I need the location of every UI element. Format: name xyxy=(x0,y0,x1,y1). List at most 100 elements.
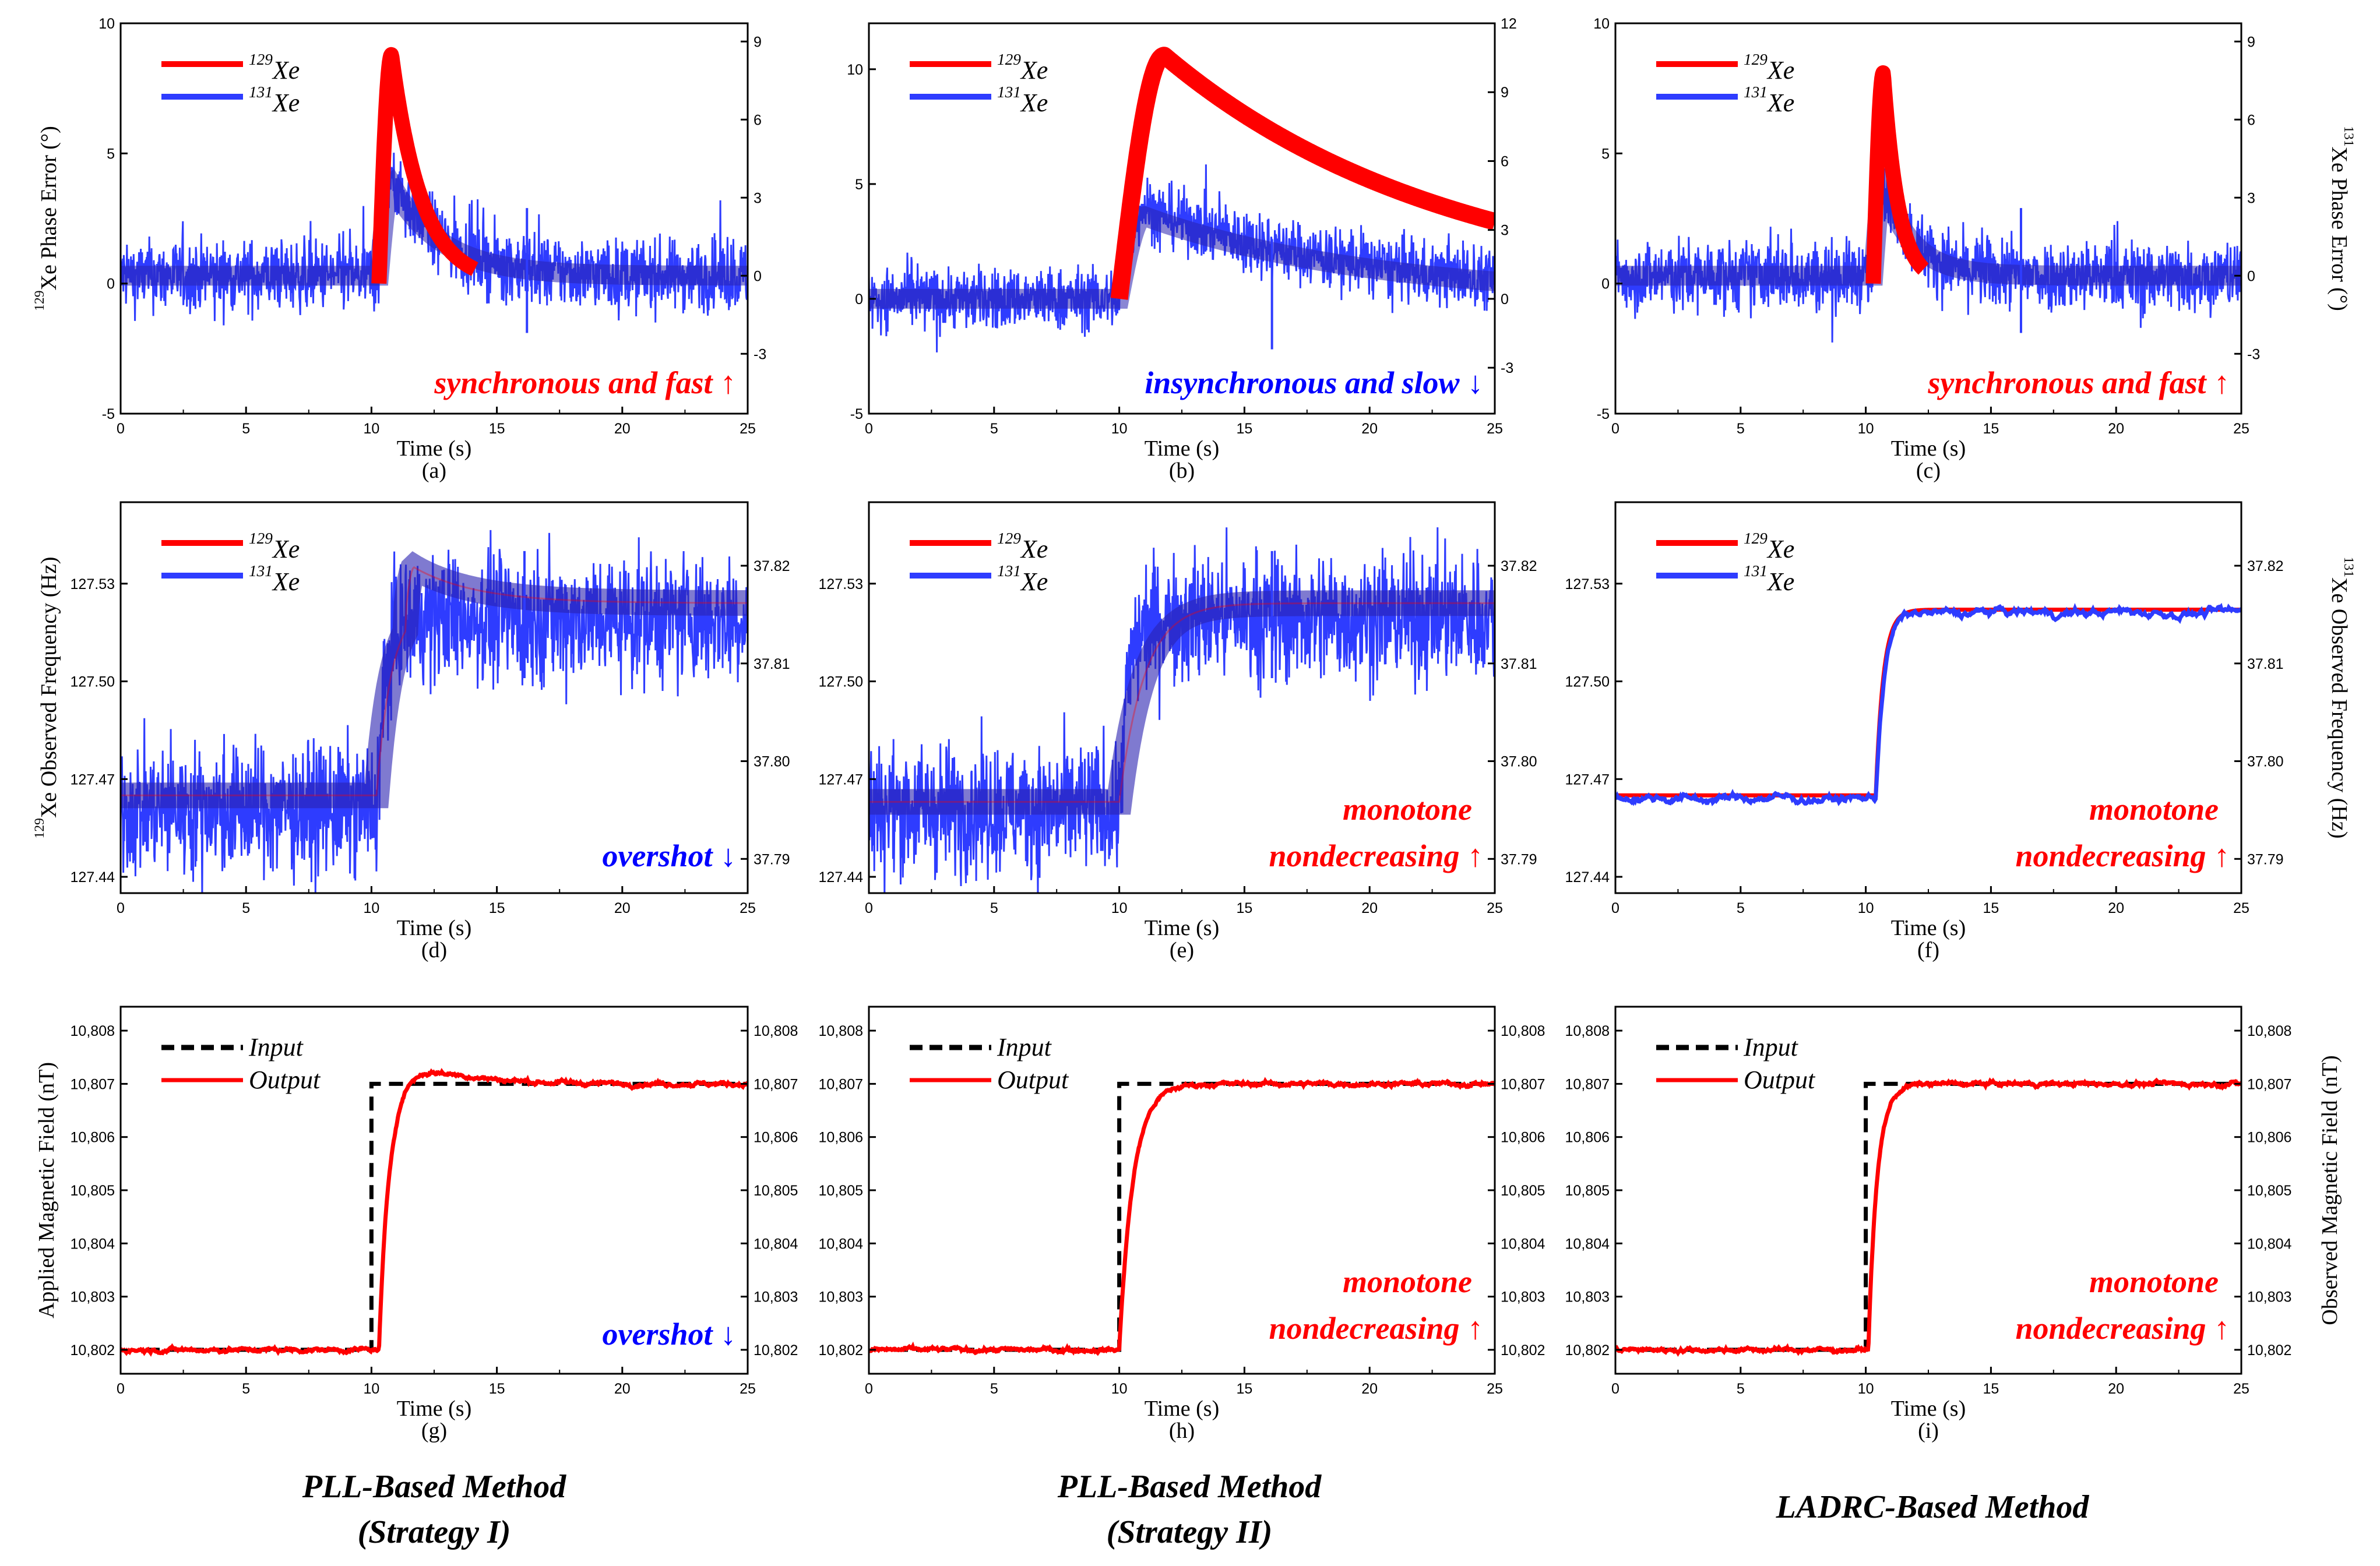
y-right-tick-label-h: 10,802 xyxy=(1501,1342,1545,1359)
chart-f: 0 5 10 15 20 25 127.44 127.47 127.50 127.53 37.79 3… xyxy=(1565,501,2356,962)
x-tick-label-g: 15 xyxy=(489,1381,505,1397)
x-tick-label-h: 0 xyxy=(865,1381,873,1397)
x-tick-label-i: 20 xyxy=(2108,1381,2124,1397)
y-right-tick-label-c: -3 xyxy=(2247,346,2260,362)
legend-label-c-sup: 131 xyxy=(1744,83,1768,101)
x-tick-label-g: 0 xyxy=(117,1381,125,1397)
y-right-tick-label-h: 10,805 xyxy=(1501,1183,1545,1199)
y-tick-label-h: 10,802 xyxy=(819,1342,863,1359)
y-right-tick-label-f: 37.82 xyxy=(2247,558,2284,574)
legend-label-f-sup: 131 xyxy=(1744,562,1768,580)
y-tick-label-d: 127.44 xyxy=(71,869,115,886)
y-axis-label-f-main: Xe Observed Frequency (Hz) xyxy=(2327,577,2351,838)
x-tick-label-e: 25 xyxy=(1487,900,1503,916)
legend-label-f: 131Xe xyxy=(1744,562,1794,596)
y-right-tick-label-i: 10,802 xyxy=(2247,1342,2291,1359)
y-tick-label-i: 10,805 xyxy=(1565,1183,1610,1199)
legend-label-e-main: Xe xyxy=(1020,567,1048,596)
x-tick-label-a: 15 xyxy=(489,421,505,437)
series-131xe-core-e xyxy=(869,590,1495,815)
y-tick-label-c: -5 xyxy=(1597,406,1610,422)
legend-label-c: 129Xe xyxy=(1744,51,1794,84)
y-axis-label-a-main: Xe Phase Error (°) xyxy=(37,126,61,290)
legend-label-c-main: Xe xyxy=(1766,89,1794,117)
y-right-tick-label-d: 37.80 xyxy=(754,754,790,770)
annotation-f: nondecreasing ↑ xyxy=(2015,838,2230,873)
y-tick-label-f: 127.47 xyxy=(1565,771,1610,788)
y-tick-label-f: 127.44 xyxy=(1565,869,1610,886)
series-131xe-core-d xyxy=(121,551,748,809)
series-input-i xyxy=(1640,1081,2241,1352)
series-output-g xyxy=(121,1068,748,1357)
annotation-g: overshot ↓ xyxy=(603,1317,737,1352)
legend-label-d-main: Xe xyxy=(272,535,300,563)
x-tick-label-f: 5 xyxy=(1737,900,1745,916)
y-right-tick-label-h: 10,806 xyxy=(1501,1130,1545,1146)
plot-area-g xyxy=(121,1068,748,1357)
y-tick-label-h: 10,805 xyxy=(819,1183,863,1199)
y-tick-label-i: 10,808 xyxy=(1565,1023,1610,1039)
y-right-tick-label-b: 3 xyxy=(1501,223,1509,239)
x-tick-label-d: 0 xyxy=(117,900,125,916)
legend-label-c: 131Xe xyxy=(1744,83,1794,117)
x-tick-label-b: 0 xyxy=(865,421,873,437)
y-tick-label-e: 127.53 xyxy=(819,576,863,592)
annotation-i: nondecreasing ↑ xyxy=(2015,1311,2230,1346)
y-right-tick-label-h: 10,807 xyxy=(1501,1076,1545,1092)
y-tick-label-h: 10,808 xyxy=(819,1023,863,1039)
y-tick-label-a: 10 xyxy=(98,16,115,32)
plot-area-f xyxy=(1615,602,2241,807)
annotation-c: synchronous and fast ↑ xyxy=(1927,365,2230,400)
y-right-tick-label-f: 37.80 xyxy=(2247,754,2284,770)
y-right-tick-label-a: 0 xyxy=(754,268,762,284)
legend-label-e-main: Xe xyxy=(1020,535,1048,563)
annotation-a: synchronous and fast ↑ xyxy=(434,365,736,400)
annotation-d: overshot ↓ xyxy=(603,838,737,873)
y-right-tick-label-i: 10,804 xyxy=(2247,1236,2292,1252)
y-right-tick-label-g: 10,804 xyxy=(754,1236,798,1252)
legend-label-b-main: Xe xyxy=(1020,56,1048,84)
legend-label-h: Output xyxy=(997,1066,1069,1094)
x-tick-label-f: 20 xyxy=(2108,900,2124,916)
x-tick-label-i: 25 xyxy=(2233,1381,2249,1397)
chart-i: 0 5 10 15 20 25 10,802 10,803 10,804 10,805 10,806… xyxy=(1565,1006,2342,1443)
x-tick-label-e: 0 xyxy=(865,900,873,916)
y-right-tick-label-b: 6 xyxy=(1501,153,1509,170)
x-axis-label-g: Time (s) xyxy=(397,1396,471,1421)
x-tick-label-f: 10 xyxy=(1858,900,1874,916)
y-right-tick-label-b: 9 xyxy=(1501,84,1509,101)
panel-label-g: (g) xyxy=(421,1419,447,1443)
y-tick-label-i: 10,803 xyxy=(1565,1289,1610,1306)
x-tick-label-i: 0 xyxy=(1611,1381,1619,1397)
x-tick-label-h: 5 xyxy=(990,1381,998,1397)
legend-label-e-sup: 131 xyxy=(997,562,1021,580)
y-tick-label-g: 10,808 xyxy=(71,1023,115,1039)
y-axis-label-c: 131Xe Phase Error (°) xyxy=(2327,126,2356,311)
annotation-e: nondecreasing ↑ xyxy=(1269,838,1483,873)
plot-area-d xyxy=(121,530,748,893)
x-axis-label-d: Time (s) xyxy=(397,916,471,940)
y-tick-label-i: 10,802 xyxy=(1565,1342,1610,1359)
y-right-tick-label-b: 0 xyxy=(1501,291,1509,308)
series-131xe-core-c xyxy=(1615,165,2241,286)
annotation-h: nondecreasing ↑ xyxy=(1269,1311,1483,1346)
legend-label-d: 129Xe xyxy=(249,530,300,563)
chart-g: 0 5 10 15 20 25 10,802 10,803 10,804 10,805 10,806… xyxy=(34,1006,798,1443)
y-tick-label-a: 0 xyxy=(107,276,115,292)
x-tick-label-e: 10 xyxy=(1111,900,1128,916)
series-input-g xyxy=(146,1081,748,1352)
annotation-e: monotone xyxy=(1343,792,1472,827)
x-tick-label-f: 0 xyxy=(1611,900,1619,916)
y-right-tick-label-i: 10,803 xyxy=(2247,1289,2291,1306)
x-tick-label-h: 25 xyxy=(1487,1381,1503,1397)
y-right-tick-label-c: 6 xyxy=(2247,112,2255,128)
legend-label-g: Output xyxy=(249,1066,321,1094)
y-axis-label-a-sup: 129 xyxy=(32,290,47,311)
x-tick-label-c: 20 xyxy=(2108,421,2124,437)
y-tick-label-h: 10,806 xyxy=(819,1130,863,1146)
series-131xe-a xyxy=(121,153,748,326)
caption-3: (Strategy II) xyxy=(1107,1514,1273,1550)
y-axis-label-d-sup: 129 xyxy=(32,818,47,838)
panel-label-i: (i) xyxy=(1918,1419,1939,1443)
x-axis-label-b: Time (s) xyxy=(1145,436,1219,461)
